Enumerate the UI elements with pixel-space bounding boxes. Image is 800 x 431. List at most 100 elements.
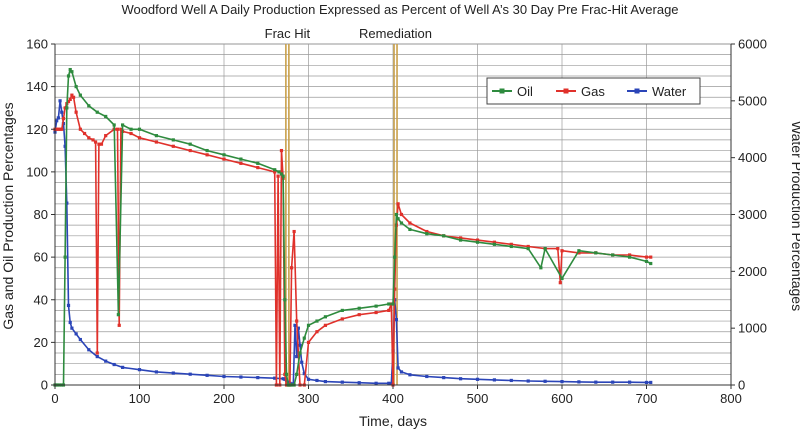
data-point-oil [391,302,395,306]
data-point-oil [594,251,598,255]
data-point-oil [577,249,581,253]
legend-label-gas: Gas [581,84,605,99]
data-point-gas [408,221,412,225]
legend-label-water: Water [652,84,687,99]
data-point-water [611,380,615,384]
data-point-gas [71,95,76,99]
data-point-water [65,201,69,205]
data-point-gas [628,253,632,257]
data-point-oil [283,298,287,302]
data-point-water [68,320,72,325]
data-point-oil [644,259,649,263]
data-point-water [408,373,412,377]
data-point-water [121,365,125,369]
data-point-oil [273,168,277,172]
data-point-gas [78,127,82,131]
data-point-gas [58,127,62,131]
data-point-oil [425,232,429,236]
data-point-oil [323,315,327,319]
data-point-gas [649,255,653,259]
series-water [53,99,653,387]
y-tick-label-right: 6000 [738,37,767,52]
data-point-gas [95,351,99,355]
data-point-water [475,377,480,381]
data-point-oil [315,319,319,323]
data-point-gas [63,106,67,110]
data-point-oil [560,276,564,281]
data-point-gas [374,310,378,315]
data-point-oil [112,123,116,127]
y-axis-label-left: Gas and Oil Production Percentages [0,102,16,329]
data-point-oil [306,323,311,327]
y-tick-label-left: 100 [26,164,48,179]
data-point-oil [408,227,412,232]
data-point-oil [459,238,463,242]
data-point-oil [104,114,108,119]
data-point-water [425,374,429,379]
data-point-water [56,116,60,120]
data-point-oil [116,313,120,317]
data-point-water [306,377,311,381]
x-axis-label: Time, days [359,413,427,429]
data-point-gas [66,99,71,104]
legend-marker-gas [563,88,569,94]
data-point-oil [374,304,378,308]
data-point-oil [357,306,361,310]
data-point-oil [87,104,91,108]
x-tick-label: 500 [467,391,489,406]
data-point-water [55,119,59,123]
y-tick-label-right: 0 [738,378,745,393]
data-point-gas [87,136,91,140]
data-point-oil [129,127,133,131]
data-point-water [442,376,446,380]
data-point-gas [137,136,142,140]
data-point-gas [117,323,121,327]
data-point-gas [68,97,72,102]
data-point-water [78,337,82,342]
data-point-oil [302,336,306,340]
data-point-water [87,348,91,352]
data-point-oil [387,302,391,306]
data-point-oil [394,212,398,217]
data-point-gas [283,372,287,376]
data-point-oil [65,106,69,110]
data-point-gas [273,170,277,174]
data-point-oil [154,134,158,138]
y-tick-label-right: 5000 [738,93,767,108]
legend: Oil Gas Water [486,77,701,105]
data-point-gas [99,142,104,146]
data-point-gas [425,229,429,234]
data-point-water [323,379,327,384]
annotation-lines: Frac Hit Remediation [265,26,432,385]
data-point-gas [323,323,327,327]
data-point-water [526,379,530,383]
data-point-oil [399,221,404,225]
data-point-oil [543,247,547,251]
data-point-water [492,378,496,382]
data-point-water [154,370,158,374]
data-point-gas [97,142,101,146]
data-point-oil [509,244,513,249]
axes: 0 100 200 300 400 500 600 700 800020406080100120… [26,37,767,407]
data-point-oil [70,70,74,74]
data-point-gas [340,317,344,321]
data-point-water [389,382,393,386]
data-point-gas [154,140,158,144]
legend-label-oil: Oil [517,84,533,99]
data-point-gas [459,236,463,240]
data-point-water [70,326,74,330]
data-point-gas [61,116,66,121]
data-point-oil [137,127,142,131]
data-point-gas [292,229,296,234]
data-point-gas [56,127,60,131]
data-point-gas [295,319,299,323]
data-point-gas [556,247,560,251]
data-point-water [340,380,344,384]
data-point-oil [628,255,632,259]
data-point-oil [68,67,72,72]
annotation-label: Frac Hit [265,26,311,41]
data-point-gas [93,140,98,144]
data-point-water [112,362,116,367]
data-point-gas [82,131,87,136]
